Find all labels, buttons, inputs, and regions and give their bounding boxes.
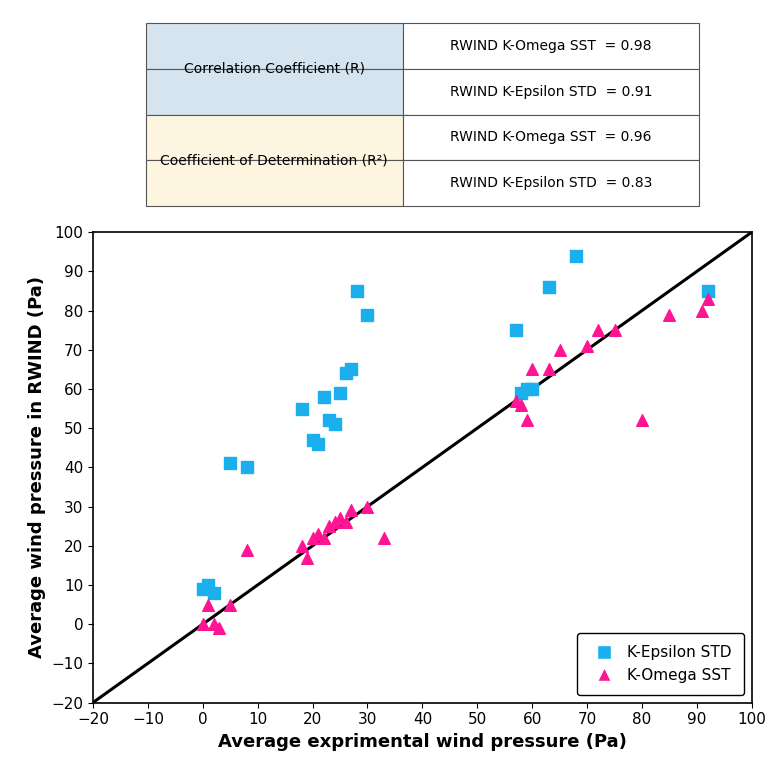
Point	[553, 344, 566, 356]
Point	[306, 532, 319, 544]
Text: Coefficient of Determination (R²): Coefficient of Determination (R²)	[160, 154, 388, 168]
Point	[312, 528, 324, 540]
Point	[240, 461, 253, 473]
Point	[197, 618, 209, 630]
Point	[592, 324, 604, 337]
Point	[542, 281, 555, 293]
Legend: K-Epsilon STD, K-Omega SST: K-Epsilon STD, K-Omega SST	[577, 633, 744, 695]
Point	[701, 285, 714, 297]
Point	[224, 598, 236, 611]
Point	[202, 579, 215, 591]
Point	[329, 516, 341, 528]
Point	[301, 551, 313, 564]
Point	[334, 387, 346, 399]
FancyBboxPatch shape	[403, 161, 699, 206]
Point	[377, 532, 390, 544]
Text: RWIND K-Omega SST  = 0.96: RWIND K-Omega SST = 0.96	[450, 130, 652, 144]
Point	[608, 324, 621, 337]
Point	[570, 249, 582, 262]
Point	[663, 308, 676, 320]
Point	[295, 402, 308, 415]
Point	[323, 520, 336, 533]
Text: RWIND K-Omega SST  = 0.98: RWIND K-Omega SST = 0.98	[450, 39, 652, 53]
Point	[521, 414, 533, 426]
Point	[312, 438, 324, 450]
Point	[526, 363, 539, 375]
Point	[323, 414, 336, 426]
Point	[345, 504, 357, 516]
Point	[361, 500, 374, 513]
Point	[515, 387, 527, 399]
Point	[339, 516, 352, 528]
Point	[526, 383, 539, 395]
Point	[306, 434, 319, 446]
Point	[509, 394, 522, 407]
Point	[515, 398, 527, 411]
X-axis label: Average exprimental wind pressure (Pa): Average exprimental wind pressure (Pa)	[218, 733, 627, 751]
Point	[696, 304, 708, 317]
Point	[202, 598, 215, 611]
Point	[197, 583, 209, 595]
Text: RWIND K-Epsilon STD  = 0.91: RWIND K-Epsilon STD = 0.91	[449, 85, 652, 99]
Point	[521, 383, 533, 395]
Point	[581, 340, 594, 352]
Point	[361, 308, 374, 320]
FancyBboxPatch shape	[403, 23, 699, 69]
Point	[509, 324, 522, 337]
Point	[334, 512, 346, 524]
Point	[329, 418, 341, 431]
Point	[213, 622, 226, 635]
FancyBboxPatch shape	[403, 69, 699, 114]
Point	[224, 457, 236, 469]
Point	[542, 363, 555, 375]
Text: Correlation Coefficient (R): Correlation Coefficient (R)	[184, 62, 365, 76]
FancyBboxPatch shape	[146, 69, 403, 114]
Point	[208, 618, 220, 630]
Point	[295, 540, 308, 552]
Point	[240, 543, 253, 556]
Point	[318, 391, 330, 403]
Point	[636, 414, 648, 426]
FancyBboxPatch shape	[146, 161, 403, 206]
FancyBboxPatch shape	[146, 23, 403, 69]
FancyBboxPatch shape	[146, 114, 403, 161]
Y-axis label: Average wind pressure in RWIND (Pa): Average wind pressure in RWIND (Pa)	[28, 276, 46, 659]
Point	[701, 293, 714, 305]
Point	[318, 532, 330, 544]
Point	[339, 367, 352, 380]
FancyBboxPatch shape	[403, 114, 699, 161]
Text: RWIND K-Epsilon STD  = 0.83: RWIND K-Epsilon STD = 0.83	[449, 176, 652, 190]
Point	[208, 587, 220, 599]
Point	[350, 285, 363, 297]
Point	[345, 363, 357, 375]
